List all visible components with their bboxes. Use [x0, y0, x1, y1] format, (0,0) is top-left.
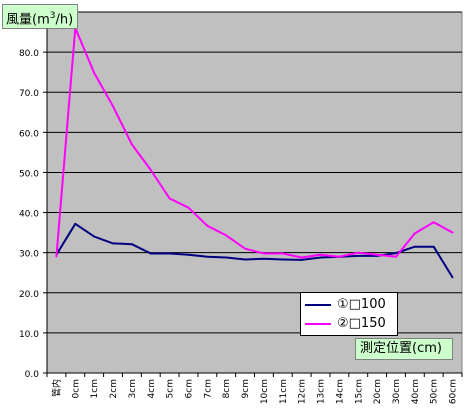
y-tick-label-4: 40.0	[19, 210, 39, 220]
x-tick-label-11: 10cm	[260, 379, 270, 404]
x-axis-label: 測定位置(cm)	[355, 338, 453, 360]
x-tick-label-16: 15cm	[354, 379, 364, 404]
y-tick-label-3: 30.0	[19, 250, 39, 260]
x-tick-label-12: 11cm	[279, 379, 289, 404]
x-tick-label-2: 1cm	[90, 379, 100, 398]
series-2-point-7	[187, 206, 190, 209]
series-2-point-9	[225, 234, 228, 237]
series-1-point-5	[149, 252, 152, 255]
legend-item-2: ②□150	[305, 315, 386, 333]
x-tick-label-20: 50cm	[430, 379, 440, 404]
series-2-point-21	[451, 231, 454, 234]
x-tick-label-1: 0cm	[71, 379, 81, 398]
series-2-point-11	[263, 252, 265, 255]
series-line-2	[55, 27, 454, 259]
x-tick-label-4: 3cm	[128, 379, 138, 398]
series-1-point-12	[281, 258, 284, 261]
series-2-point-14	[319, 253, 322, 256]
x-tick-label-19: 40cm	[411, 379, 421, 404]
legend-swatch-1	[305, 303, 331, 306]
x-tick-label-8: 7cm	[203, 379, 213, 398]
series-1-point-1	[74, 222, 77, 225]
series-2-point-3	[112, 105, 114, 108]
series-1-point-3	[112, 242, 114, 245]
x-tick-label-5: 4cm	[147, 379, 157, 398]
series-1-point-20	[432, 245, 435, 248]
series-1-point-18	[395, 252, 397, 254]
x-tick-label-15: 14cm	[335, 379, 345, 404]
series-1-point-8	[206, 255, 209, 258]
legend: ①□100 ②□150	[300, 292, 398, 336]
legend-item-1: ①□100	[305, 296, 386, 314]
x-tick-label-18: 30cm	[392, 379, 402, 404]
y-tick-label-8: 80.0	[19, 49, 39, 59]
series-1-point-6	[168, 252, 171, 255]
series-2-point-10	[244, 247, 246, 250]
series-2-point-4	[131, 143, 133, 146]
x-tick-label-17: 20cm	[373, 379, 383, 404]
series-1-point-7	[187, 253, 190, 256]
x-tick-label-3: 2cm	[109, 379, 119, 398]
y-tick-label-0: 0.0	[25, 370, 40, 380]
y-tick-label-1: 10.0	[19, 330, 39, 340]
y-axis-label-text: 風量(m	[6, 12, 50, 28]
y-axis-label: 風量(m3/h)	[2, 4, 78, 29]
x-tick-label-6: 5cm	[166, 379, 176, 398]
series-2-point-6	[168, 197, 171, 200]
x-tick-label-0: 管内	[50, 379, 62, 397]
series-2-point-20	[432, 221, 435, 223]
series-1-point-21	[451, 276, 454, 279]
series-2-point-13	[300, 256, 303, 259]
x-tick-label-10: 9cm	[241, 379, 251, 398]
series-1-point-16	[357, 255, 360, 257]
y-tick-label-6: 60.0	[19, 129, 39, 139]
plot-area	[46, 11, 463, 374]
series-1-point-19	[414, 245, 416, 248]
series-1-point-4	[131, 243, 133, 246]
series-2-point-8	[206, 224, 209, 227]
series-2-point-17	[376, 253, 378, 256]
series-line-1	[55, 222, 454, 279]
series-1-point-10	[244, 258, 246, 261]
series-2-point-2	[93, 72, 95, 74]
legend-swatch-2	[305, 322, 331, 325]
series-1-point-14	[319, 256, 322, 259]
series-2-point-5	[149, 169, 152, 171]
series-1-point-13	[300, 259, 303, 261]
legend-label-2: ②□150	[337, 316, 386, 331]
series-2-point-0	[55, 255, 58, 258]
x-tick-label-7: 6cm	[184, 379, 194, 398]
y-axis-label-sup: 3	[49, 11, 56, 21]
y-tick-label-7: 70.0	[19, 89, 39, 99]
series-1-point-9	[225, 256, 228, 259]
legend-label-1: ①□100	[337, 297, 386, 312]
x-tick-label-13: 12cm	[298, 379, 308, 404]
y-tick-label-5: 50.0	[19, 169, 39, 179]
series-1-point-2	[93, 235, 95, 238]
x-tick-label-21: 60cm	[449, 379, 459, 404]
y-tick-label-2: 20.0	[19, 290, 39, 300]
series-2-point-15	[338, 255, 341, 258]
series-2-point-16	[357, 251, 360, 254]
series-1-point-11	[263, 257, 265, 260]
series-2-point-18	[395, 255, 397, 258]
y-axis-label-tail: /h)	[55, 12, 74, 28]
x-tick-label-9: 8cm	[222, 379, 232, 398]
x-tick-label-14: 13cm	[317, 379, 327, 404]
series-2-point-19	[414, 232, 416, 235]
series-2-point-12	[281, 252, 284, 255]
